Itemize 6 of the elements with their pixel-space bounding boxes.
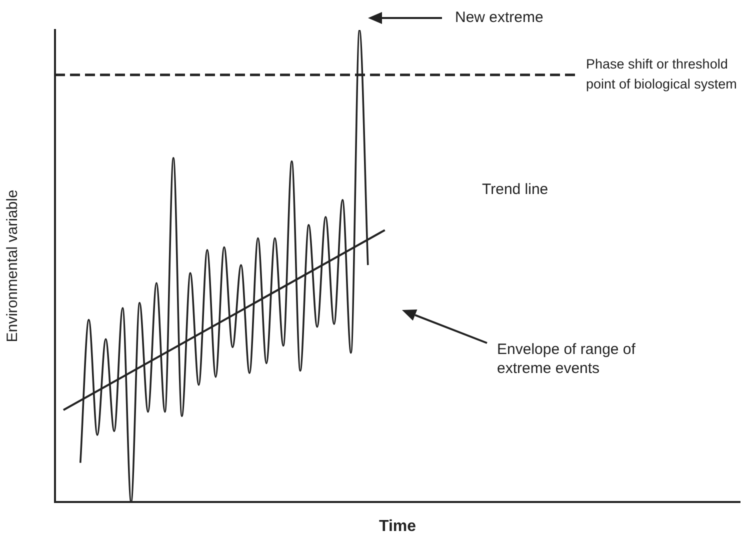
y-axis-title: Environmental variable (4, 190, 22, 342)
text: New extreme (455, 8, 544, 27)
ref-line-label: Phase shift or threshold point of biological system (586, 56, 737, 92)
annotation: Trend line (482, 180, 550, 199)
x-axis-title: Time (378, 518, 416, 535)
annotation: Envelope of range of extreme events (497, 340, 636, 378)
